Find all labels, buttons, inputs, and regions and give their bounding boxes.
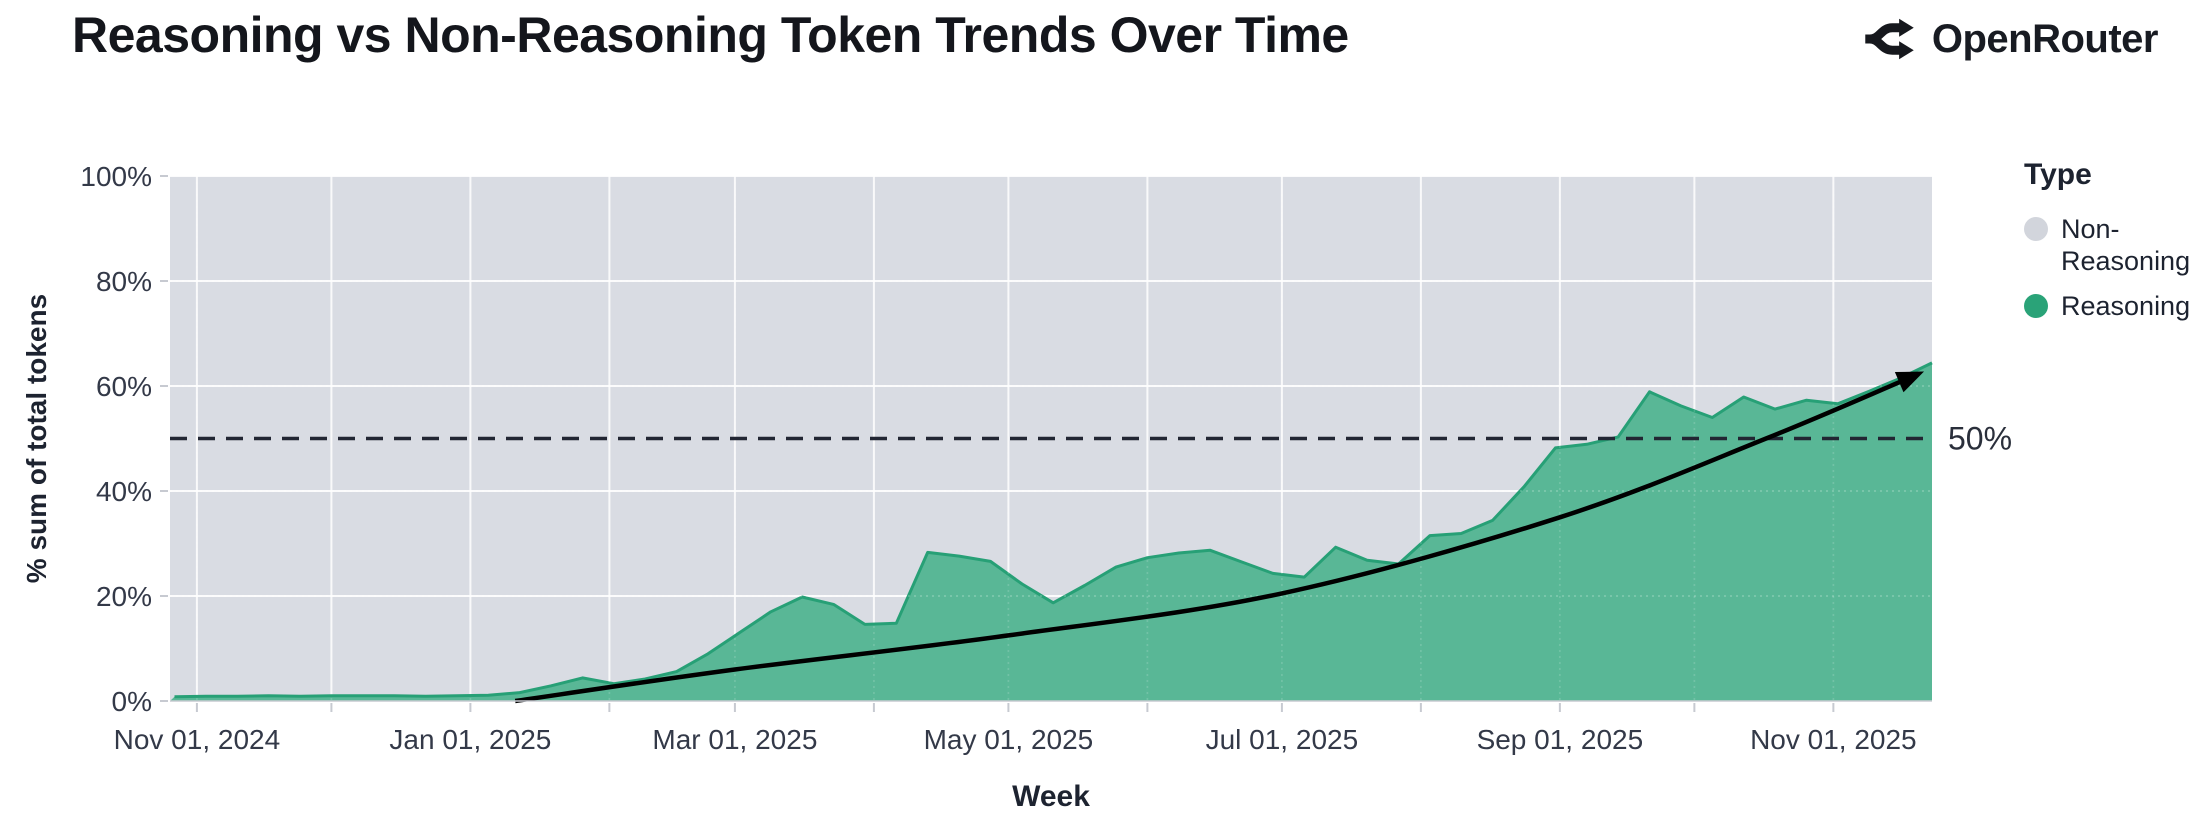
y-tick-label: 40% (96, 476, 152, 507)
brand-name: OpenRouter (1931, 16, 2159, 61)
x-tick-label: May 01, 2025 (924, 724, 1094, 755)
y-tick-label: 20% (96, 581, 152, 612)
x-tick-label: Jul 01, 2025 (1206, 724, 1359, 755)
x-tick-label: Jan 01, 2025 (389, 724, 551, 755)
legend-label: Non-Reasoning (2061, 214, 2191, 276)
openrouter-branch-icon (1865, 18, 1914, 60)
reasoning-area (170, 362, 1932, 701)
legend-label: Reasoning (2061, 290, 2191, 321)
legend-item-reasoning: Reasoning (2024, 291, 2200, 323)
fifty-percent-reference-line: 50% (170, 421, 2012, 457)
y-tick-label: 80% (96, 266, 152, 297)
trend-curve (514, 371, 1925, 704)
openrouter-logo: OpenRouter (1862, 12, 2159, 66)
x-tick-label: Mar 01, 2025 (652, 724, 817, 755)
legend-title: Type (2024, 158, 2092, 191)
x-tick-label: Nov 01, 2024 (114, 724, 281, 755)
trend-arrow-line (514, 371, 1925, 704)
non-reasoning-swatch (2024, 217, 2048, 241)
x-tick-label: Nov 01, 2025 (1750, 724, 1917, 755)
reasoning-area-series (170, 361, 1933, 701)
y-axis-title: % sum of total tokens (21, 294, 52, 583)
x-axis-title: Week (1012, 780, 1090, 813)
y-tick-label: 100% (80, 161, 152, 192)
reasoning-swatch (2024, 293, 2048, 318)
reasoning-area-edge (174, 361, 1933, 699)
y-tick-label: 60% (96, 371, 152, 402)
y-tick-label: 0% (112, 686, 152, 717)
page-title: Reasoning vs Non-Reasoning Token Trends … (72, 7, 1349, 63)
legend-item-non-reasoning: Non-Reasoning (2024, 214, 2200, 278)
fifty-percent-label: 50% (1948, 421, 2012, 457)
legend: Type Non-Reasoning Reasoning (2024, 158, 2200, 336)
x-tick-label: Sep 01, 2025 (1477, 724, 1644, 755)
axes: 0% 20% 40% 60% 80% 100% Nov 01, 2024 Jan 01, 20… (21, 161, 1932, 813)
